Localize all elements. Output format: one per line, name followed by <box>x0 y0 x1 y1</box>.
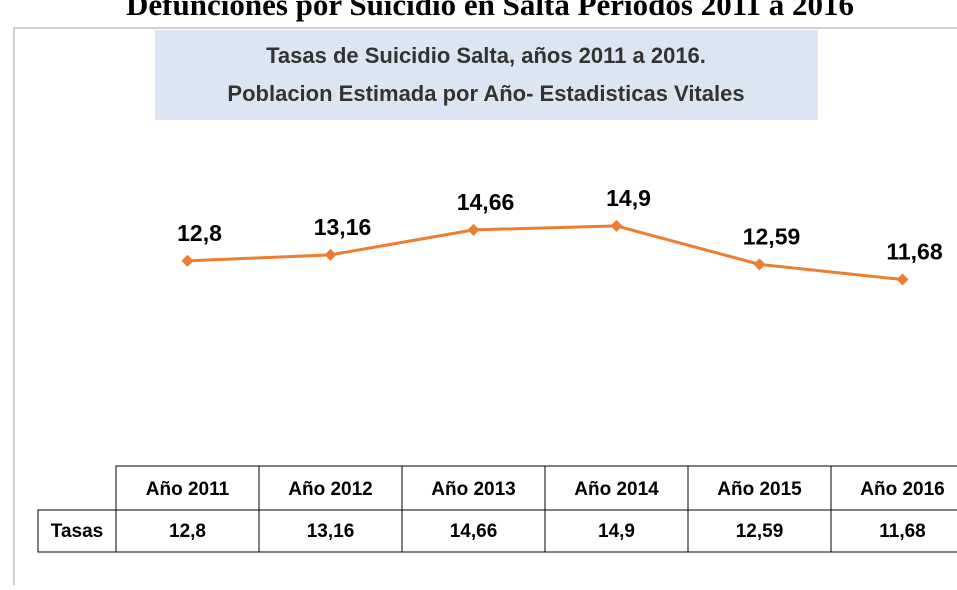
table-cell <box>830 509 957 553</box>
table-value: 13,16 <box>307 521 355 542</box>
data-label: 12,59 <box>743 223 801 249</box>
chart-subtitle: Poblacion Estimada por Año- Estadisticas… <box>227 81 744 106</box>
table-value: 14,66 <box>450 521 498 542</box>
header: Defunciones por Suicidio en Salta Period… <box>126 0 854 22</box>
table-value: 11,68 <box>879 521 926 542</box>
chart-frame <box>13 27 957 590</box>
data-label: 11,68 <box>886 239 942 265</box>
chart-title: Tasas de Suicidio Salta, años 2011 a 201… <box>266 43 706 68</box>
table-header: Año 2012 <box>288 479 372 500</box>
data-label: 13,16 <box>314 214 372 240</box>
table-header: Año 2014 <box>574 479 659 500</box>
point-marker <box>324 248 337 261</box>
data-label: 12,8 <box>177 220 222 246</box>
point-marker <box>896 273 909 286</box>
table-value: 12,8 <box>169 521 206 542</box>
point-marker <box>467 223 480 236</box>
point-marker <box>181 254 194 267</box>
table-cell <box>37 509 117 553</box>
legend-label: Tasas <box>51 521 103 542</box>
title-box <box>155 30 818 120</box>
table-value: 12,59 <box>736 521 784 542</box>
point-marker <box>610 219 623 232</box>
data-label: 14,66 <box>457 189 515 215</box>
series-line <box>187 224 903 282</box>
table-header: Año 2015 <box>717 479 802 500</box>
table-header: Año 2011 <box>146 479 230 500</box>
table-header: Año 2016 <box>860 479 944 500</box>
table-header: Año 2013 <box>431 479 515 500</box>
point-marker <box>753 258 766 271</box>
data-label: 14,9 <box>606 185 651 211</box>
table-value: 14,9 <box>598 521 635 542</box>
